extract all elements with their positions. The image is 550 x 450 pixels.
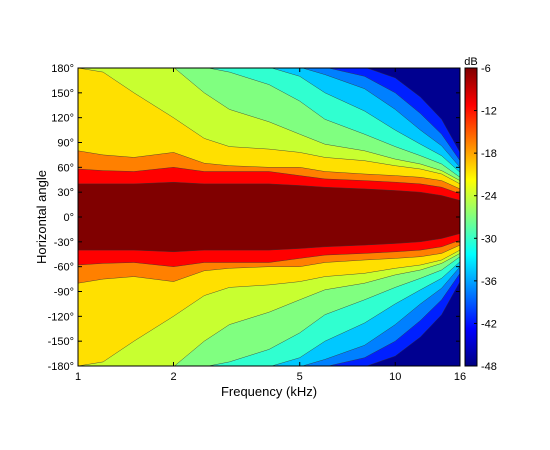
y-tick-label: -150°: [48, 336, 74, 348]
contour-band: [78, 181, 460, 253]
x-tick-label: 16: [454, 371, 466, 383]
colorbar-unit-label: dB: [464, 56, 477, 68]
x-axis-label: Frequency (kHz): [221, 384, 317, 399]
x-tick-label: 2: [170, 371, 176, 383]
y-tick-label: 0°: [63, 212, 74, 224]
x-tick-label: 1: [75, 371, 81, 383]
y-tick-label: -30°: [54, 237, 74, 249]
y-tick-label: 180°: [51, 63, 74, 75]
y-tick-label: 90°: [57, 138, 74, 150]
plot-area: [77, 67, 461, 367]
colorbar-tick-label: -12: [481, 106, 497, 118]
colorbar-scale: [464, 67, 478, 367]
colorbar-tick-label: -6: [481, 63, 491, 75]
colorbar-tick-label: -30: [481, 233, 497, 245]
x-axis: 1 2 5 10 16: [75, 68, 466, 383]
y-tick-label: 60°: [57, 162, 74, 174]
colorbar-tick-label: -48: [481, 361, 497, 373]
y-tick-label: 30°: [57, 187, 74, 199]
colorbar-tick-label: -36: [481, 276, 497, 288]
y-tick-label: -60°: [54, 262, 74, 274]
y-tick-label: -90°: [54, 287, 74, 299]
colorbar-tick-label: -24: [481, 191, 497, 203]
y-axis: 180° 150° 120° 90° 60° 30° 0° -30° -60° -90° -120°…: [48, 63, 460, 373]
y-tick-label: -120°: [48, 311, 74, 323]
y-tick-label: 150°: [51, 88, 74, 100]
colorbar: -6 -12 -18 -24 -30 -36 -42 -48: [464, 63, 497, 373]
x-tick-label: 10: [389, 371, 401, 383]
y-axis-label: Horizontal angle: [34, 170, 49, 264]
colorbar-tick-label: -18: [481, 148, 497, 160]
x-tick-label: 5: [297, 371, 303, 383]
y-tick-label: -180°: [48, 361, 74, 373]
colorbar-tick-label: -42: [481, 318, 497, 330]
y-tick-label: 120°: [51, 113, 74, 125]
